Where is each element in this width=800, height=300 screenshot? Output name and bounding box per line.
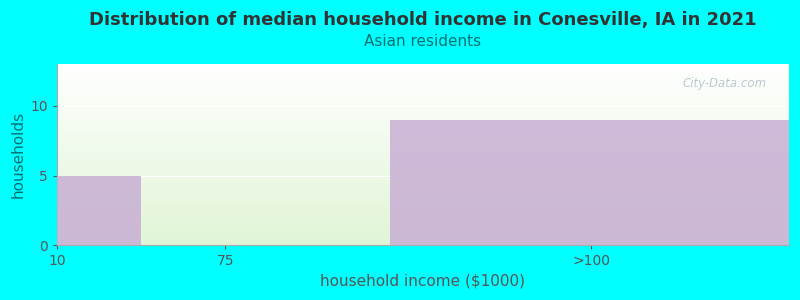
X-axis label: household income ($1000): household income ($1000)	[321, 274, 526, 289]
Bar	[390, 120, 789, 245]
Bar	[57, 176, 141, 245]
Y-axis label: households: households	[11, 111, 26, 198]
Text: City-Data.com: City-Data.com	[683, 77, 767, 90]
Title: Distribution of median household income in Conesville, IA in 2021: Distribution of median household income …	[89, 11, 757, 29]
Text: Asian residents: Asian residents	[364, 34, 482, 50]
